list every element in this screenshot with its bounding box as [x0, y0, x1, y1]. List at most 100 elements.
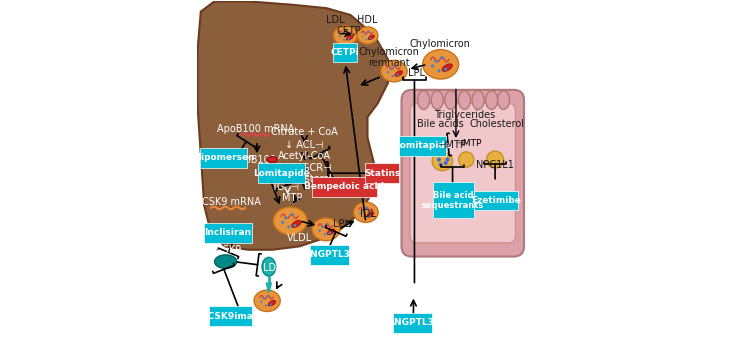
Ellipse shape — [432, 152, 453, 171]
Text: ↓ ACL⊣: ↓ ACL⊣ — [285, 140, 324, 150]
Circle shape — [392, 75, 394, 77]
Text: LDLR: LDLR — [263, 263, 288, 273]
Text: Ezetimibe: Ezetimibe — [471, 196, 521, 205]
Circle shape — [364, 216, 366, 218]
Text: PCSK9: PCSK9 — [210, 246, 241, 256]
Ellipse shape — [346, 35, 354, 40]
Text: VLDL: VLDL — [287, 233, 312, 243]
Circle shape — [284, 216, 287, 219]
Circle shape — [329, 232, 331, 234]
Text: Triglycerides: Triglycerides — [434, 110, 495, 120]
Ellipse shape — [431, 91, 443, 109]
Circle shape — [365, 38, 368, 40]
Text: LPL: LPL — [334, 219, 351, 229]
Text: Statins: Statins — [364, 169, 401, 178]
FancyBboxPatch shape — [393, 313, 432, 333]
Text: Mipomersen: Mipomersen — [193, 153, 255, 162]
Ellipse shape — [357, 27, 378, 44]
Circle shape — [293, 224, 296, 227]
FancyBboxPatch shape — [365, 163, 399, 183]
PathPatch shape — [198, 1, 388, 250]
Circle shape — [290, 213, 293, 216]
FancyBboxPatch shape — [399, 136, 446, 156]
Circle shape — [345, 30, 348, 32]
FancyBboxPatch shape — [401, 90, 524, 257]
Circle shape — [437, 157, 441, 162]
Ellipse shape — [268, 156, 277, 163]
Ellipse shape — [381, 60, 407, 82]
FancyBboxPatch shape — [333, 43, 357, 62]
Circle shape — [318, 229, 321, 232]
Text: Bempedoic acid: Bempedoic acid — [304, 182, 384, 191]
Text: MTP: MTP — [282, 193, 302, 203]
FancyBboxPatch shape — [310, 245, 349, 265]
Text: HDL: HDL — [357, 15, 378, 25]
Circle shape — [326, 223, 329, 226]
Circle shape — [262, 297, 265, 299]
Circle shape — [341, 32, 343, 34]
Circle shape — [339, 35, 341, 38]
Ellipse shape — [442, 64, 452, 71]
Ellipse shape — [459, 152, 474, 167]
Circle shape — [431, 64, 434, 68]
Text: PCSK9imab: PCSK9imab — [201, 311, 259, 321]
Text: Chylomicron: Chylomicron — [410, 39, 470, 49]
Text: ApoB100: ApoB100 — [233, 155, 277, 165]
Circle shape — [444, 161, 448, 165]
Text: ↓HMGCR⊣: ↓HMGCR⊣ — [278, 163, 331, 173]
FancyBboxPatch shape — [200, 148, 248, 168]
Text: TG  ⊣: TG ⊣ — [271, 182, 299, 192]
Text: NPC1L1: NPC1L1 — [476, 160, 514, 170]
Ellipse shape — [367, 212, 374, 217]
Ellipse shape — [417, 91, 429, 109]
FancyBboxPatch shape — [209, 306, 252, 326]
Circle shape — [368, 215, 370, 217]
Circle shape — [366, 207, 368, 209]
Circle shape — [368, 31, 370, 33]
Text: LPL: LPL — [408, 68, 425, 78]
Circle shape — [387, 71, 390, 73]
Circle shape — [270, 303, 272, 306]
Ellipse shape — [445, 91, 457, 109]
Text: CETP: CETP — [337, 26, 361, 36]
Text: ANGPTL3i: ANGPTL3i — [304, 250, 354, 259]
Ellipse shape — [368, 35, 374, 39]
Circle shape — [260, 301, 262, 303]
Circle shape — [441, 56, 444, 59]
Circle shape — [348, 38, 350, 40]
Text: Cholesterol: Cholesterol — [277, 174, 332, 184]
Circle shape — [394, 65, 396, 68]
Text: CETPi: CETPi — [331, 48, 359, 57]
Text: ApoB100 mRNA: ApoB100 mRNA — [218, 124, 295, 134]
Circle shape — [323, 233, 326, 236]
Circle shape — [445, 157, 450, 162]
Circle shape — [287, 225, 290, 228]
Ellipse shape — [459, 91, 470, 109]
Text: Bile acid
sequestrants: Bile acid sequestrants — [422, 191, 484, 210]
Ellipse shape — [262, 257, 276, 276]
FancyBboxPatch shape — [204, 223, 252, 243]
Ellipse shape — [354, 202, 378, 222]
Text: Citrate + CoA: Citrate + CoA — [271, 127, 338, 138]
Circle shape — [321, 226, 323, 228]
FancyBboxPatch shape — [433, 182, 473, 218]
Ellipse shape — [487, 151, 503, 168]
Circle shape — [390, 68, 392, 70]
Text: Bile acids: Bile acids — [417, 119, 464, 129]
Text: Acetyl-CoA: Acetyl-CoA — [278, 151, 331, 161]
Text: LDL: LDL — [326, 15, 345, 25]
FancyBboxPatch shape — [475, 191, 517, 210]
Ellipse shape — [215, 255, 237, 269]
Circle shape — [434, 59, 437, 63]
Text: ⊣MTP: ⊣MTP — [437, 140, 466, 150]
Text: IDL: IDL — [360, 209, 376, 219]
Ellipse shape — [273, 207, 307, 235]
Circle shape — [265, 304, 267, 307]
Text: Cholesterol: Cholesterol — [469, 119, 524, 129]
Circle shape — [343, 39, 345, 41]
Circle shape — [364, 33, 365, 34]
Ellipse shape — [327, 229, 335, 235]
Text: ANGPTL3i: ANGPTL3i — [388, 318, 438, 328]
Circle shape — [281, 221, 284, 224]
Circle shape — [370, 37, 371, 39]
